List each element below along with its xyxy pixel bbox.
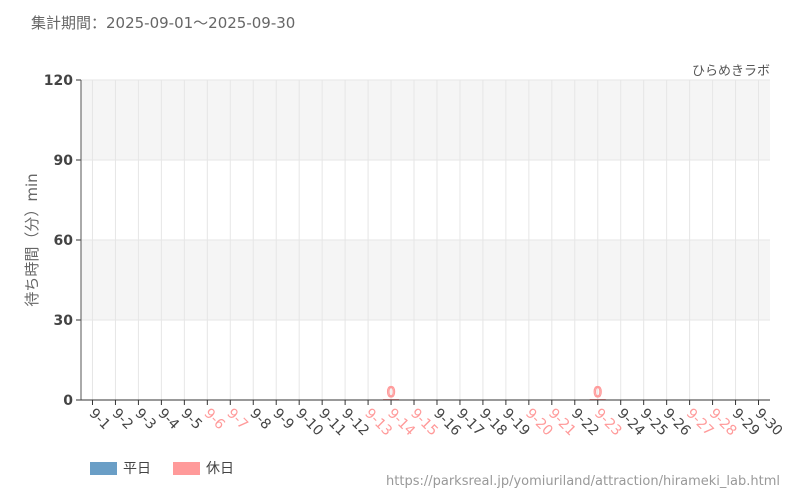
grid-band [81, 240, 770, 320]
y-tick-label: 30 [54, 313, 74, 329]
legend-swatch [90, 461, 117, 475]
grid-band [81, 80, 770, 160]
data-label: 0 [387, 385, 396, 401]
y-tick-label: 0 [63, 393, 73, 409]
attraction-name: ひらめきラボ [691, 64, 770, 79]
data-label: 0 [593, 385, 602, 401]
x-tick-label: 9-5 [178, 406, 205, 433]
x-tick-label: 9-1 [86, 406, 113, 433]
x-tick-label: 9-7 [223, 406, 250, 433]
legend-label: 休日 [206, 461, 234, 477]
x-tick-label: 9-2 [109, 406, 136, 433]
x-tick-label: 9-6 [200, 406, 228, 434]
legend-label: 平日 [123, 461, 151, 477]
legend-swatch [173, 461, 200, 475]
legend-item-weekday[interactable]: 平日 [90, 458, 151, 478]
x-tick-label: 9-8 [246, 406, 273, 433]
y-tick-label: 90 [54, 153, 74, 169]
period-label: 集計期間：2025-09-01～2025-09-30 [31, 14, 296, 32]
x-tick-label: 9-3 [132, 406, 159, 433]
legend-item-holiday[interactable]: 休日 [173, 458, 234, 478]
y-tick-label: 60 [54, 233, 74, 249]
x-tick-label: 9-9 [269, 406, 296, 433]
y-axis-label: 待ち時間（分）min [23, 173, 41, 306]
source-url[interactable]: https://parksreal.jp/yomiuriland/attract… [386, 474, 780, 489]
x-tick-label: 9-4 [155, 406, 183, 434]
legend: 平日 休日 [90, 458, 234, 478]
y-tick-label: 120 [44, 73, 73, 89]
